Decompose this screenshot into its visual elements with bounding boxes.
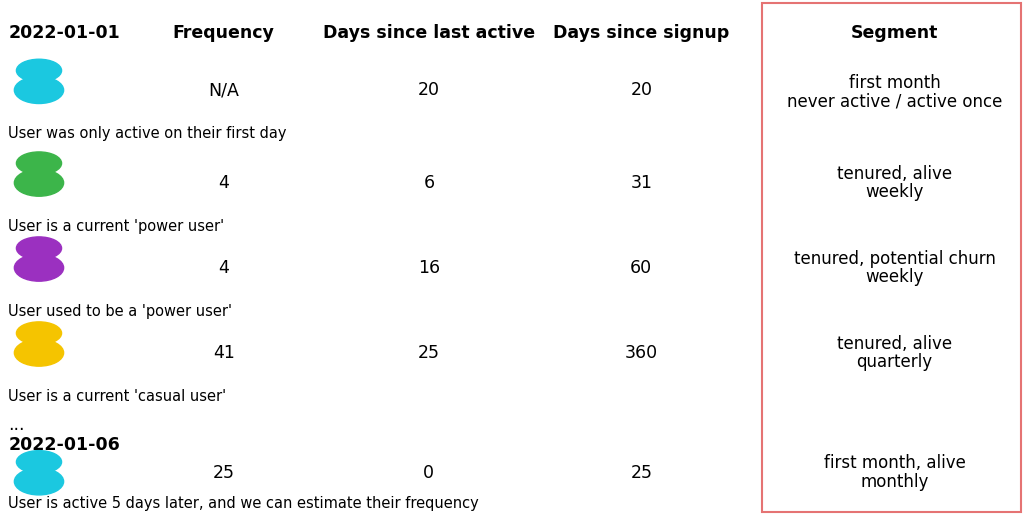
Text: User was only active on their first day: User was only active on their first day: [8, 126, 286, 142]
Ellipse shape: [14, 468, 64, 495]
Text: first month: first month: [849, 75, 941, 92]
Circle shape: [16, 322, 62, 345]
Text: User used to be a 'power user': User used to be a 'power user': [8, 304, 232, 319]
Ellipse shape: [14, 77, 64, 104]
Text: weekly: weekly: [866, 183, 923, 201]
Text: 25: 25: [418, 344, 440, 362]
Text: 20: 20: [630, 81, 653, 99]
Text: Segment: Segment: [851, 25, 939, 42]
Text: weekly: weekly: [866, 268, 923, 286]
Text: 31: 31: [630, 174, 653, 192]
Text: tenured, potential churn: tenured, potential churn: [794, 250, 995, 267]
Text: 20: 20: [418, 81, 440, 99]
Text: Days since last active: Days since last active: [323, 25, 535, 42]
Text: 60: 60: [630, 259, 653, 277]
Text: 4: 4: [219, 259, 229, 277]
Text: monthly: monthly: [861, 473, 929, 491]
Ellipse shape: [14, 254, 64, 281]
Text: 41: 41: [212, 344, 235, 362]
Ellipse shape: [14, 169, 64, 196]
Circle shape: [16, 237, 62, 260]
Text: User is a current 'casual user': User is a current 'casual user': [8, 389, 227, 404]
Circle shape: [16, 152, 62, 175]
Text: 2022-01-06: 2022-01-06: [8, 437, 120, 454]
Text: N/A: N/A: [208, 81, 239, 99]
Text: 16: 16: [418, 259, 440, 277]
Text: Frequency: Frequency: [172, 25, 275, 42]
Text: 25: 25: [212, 464, 235, 482]
Text: User is active 5 days later, and we can estimate their frequency: User is active 5 days later, and we can …: [8, 496, 479, 511]
Text: 360: 360: [625, 344, 658, 362]
Circle shape: [16, 451, 62, 473]
Text: 2022-01-01: 2022-01-01: [8, 25, 120, 42]
Text: 6: 6: [424, 174, 434, 192]
Text: 0: 0: [424, 464, 434, 482]
Text: 25: 25: [630, 464, 653, 482]
Text: ...: ...: [8, 416, 25, 434]
Text: first month, alive: first month, alive: [824, 455, 965, 472]
Text: 4: 4: [219, 174, 229, 192]
Ellipse shape: [14, 339, 64, 366]
Text: Days since signup: Days since signup: [553, 25, 729, 42]
Text: User is a current 'power user': User is a current 'power user': [8, 219, 225, 234]
Text: tenured, alive: tenured, alive: [837, 165, 952, 182]
Text: tenured, alive: tenured, alive: [837, 335, 952, 352]
Text: never active / active once: never active / active once: [787, 93, 1002, 111]
Circle shape: [16, 59, 62, 82]
Text: quarterly: quarterly: [857, 353, 933, 371]
